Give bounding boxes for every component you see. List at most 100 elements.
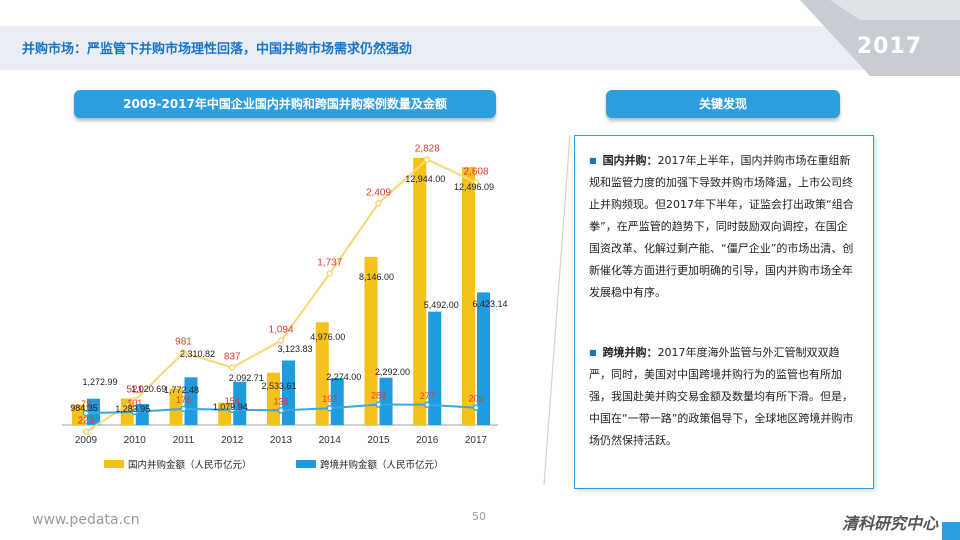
x-tick-label: 2011 [173,435,195,446]
point-domestic-count [180,349,187,356]
label-cross-count: 277 [420,391,435,401]
label-domestic-count: 2,409 [366,187,391,198]
label-cross-amount: 2,292.00 [375,367,410,377]
bar-domestic [315,322,329,425]
chart-title: 2009-2017年中国企业国内并购和跨国并购案例数量及金额 [74,90,496,118]
bar-domestic [218,402,232,425]
finding-cross: ■ 跨境并购：2017年度海外监管与外汇管制双双趋严，同时，美国对中国跨境并购行为… [589,342,857,452]
point-cross-count [472,404,480,411]
label-domestic-amount: 1,283.95 [115,404,150,414]
legend-label-domestic: 国内并购金额（人民币亿元） [128,459,252,471]
legend-swatch-domestic [104,460,124,468]
bar-domestic [413,157,427,425]
label-domestic-amount: 12,944.00 [405,174,445,184]
label-domestic-count: 1,737 [317,257,342,268]
legend-swatch-cross [296,460,316,468]
label-cross-count: 138 [273,396,288,406]
point-domestic-count [472,179,480,186]
label-domestic-amount: 1,772.48 [164,385,199,395]
bar-cross [428,311,442,425]
label-cross-amount: 5,492.00 [424,300,459,310]
bar-cross [233,381,247,425]
ma-chart: 2009 2010 2011 2012 2013 2014 2015 2016 2017 223 5… [62,143,508,471]
bar-domestic [267,372,280,425]
bar-domestic [364,256,378,425]
point-domestic-count [82,428,90,435]
brand-logo: 清科研究中心 [842,514,939,533]
footer-url[interactable]: www.pedata.cn [32,512,140,528]
bar-cross [282,360,295,425]
point-domestic-count [375,200,382,207]
point-cross-count [424,401,431,409]
label-cross-count: 154 [225,396,240,406]
label-domestic-count: 981 [175,336,192,347]
bar-domestic [169,388,183,425]
bar-cross [477,292,490,425]
label-cross-amount: 2,092.71 [229,373,264,383]
bar-cross [87,398,100,425]
header-band [0,26,960,70]
label-cross-amount: 2,310.82 [180,349,215,359]
x-tick-label: 2013 [270,435,293,446]
label-cross-count: 205 [468,394,483,404]
point-cross-count [82,409,90,417]
x-tick-label: 2017 [465,435,488,446]
label-domestic-count: 2,608 [463,166,488,177]
bar-domestic [462,167,475,426]
point-domestic-count [131,397,138,404]
finding-domestic: ■ 国内并购：2017年上半年，国内并购市场在重组新规和监管力度的加强下导致并购市… [589,150,857,304]
label-cross-amount: 2,274.00 [326,372,361,382]
divider-slash [543,134,571,486]
label-domestic-amount: 4,976.00 [310,332,345,342]
x-tick-label: 2010 [124,435,147,446]
year-badge [800,0,960,76]
point-cross-count [229,406,236,414]
label-domestic-amount: 12,496.09 [454,182,494,192]
finding-cross-head: 跨境并购： [602,346,658,359]
label-cross-amount: 1,020.69 [131,384,166,394]
point-cross-count [131,408,138,416]
point-cross-count [375,401,382,408]
legend-label-cross: 跨境并购金额（人民币亿元） [320,459,444,471]
bullet-icon: ■ [589,156,597,165]
label-domestic-amount: 8,146.00 [359,272,394,282]
findings-title: 关键发现 [606,90,840,118]
label-cross-count: 283 [371,391,386,401]
x-tick-label: 2012 [221,435,244,446]
page-number: 50 [472,510,486,523]
bar-cross [135,403,149,425]
corner-accent [942,522,960,540]
label-cross-count: 72 [81,399,91,409]
label-domestic-count: 2,828 [415,143,440,154]
point-domestic-count [326,270,333,277]
label-cross-count: 101 [127,398,142,408]
bar-domestic [72,404,85,425]
findings-panel: ■ 国内并购：2017年上半年，国内并购市场在重组新规和监管力度的加强下导致并购市… [574,135,874,489]
finding-domestic-body: 2017年上半年，国内并购市场在重组新规和监管力度的加强下导致并购市场降温，上市… [589,154,854,299]
x-tick-label: 2016 [416,435,439,446]
label-domestic-count: 837 [224,352,241,363]
point-cross-count [180,405,187,413]
finding-domestic-head: 国内并购： [602,154,658,167]
label-cross-count: 192 [322,394,337,404]
bullet-icon: ■ [589,348,597,357]
label-cross-count: 176 [176,395,191,405]
label-domestic-amount: 984.35 [70,403,98,413]
bar-cross [330,378,344,425]
x-tick-label: 2015 [367,435,390,446]
bar-cross [379,377,393,425]
label-domestic-count: 1,094 [268,325,293,336]
year-label: 2017 [856,34,922,59]
label-cross-amount: 6,423.14 [472,299,507,309]
label-domestic-amount: 2,533.61 [261,381,296,391]
page-title: 并购市场：严监管下并购市场理性回落，中国并购市场需求仍然强劲 [22,42,413,57]
label-domestic-count: 223 [78,416,95,427]
point-cross-count [326,404,333,412]
label-domestic-amount: 1,079.94 [213,402,248,412]
point-domestic-count [424,156,431,163]
label-cross-amount: 1,272.99 [82,377,117,387]
point-cross-count [277,407,285,414]
label-domestic-count: 521 [126,385,143,396]
point-domestic-count [277,337,285,344]
x-tick-label: 2009 [75,435,98,446]
